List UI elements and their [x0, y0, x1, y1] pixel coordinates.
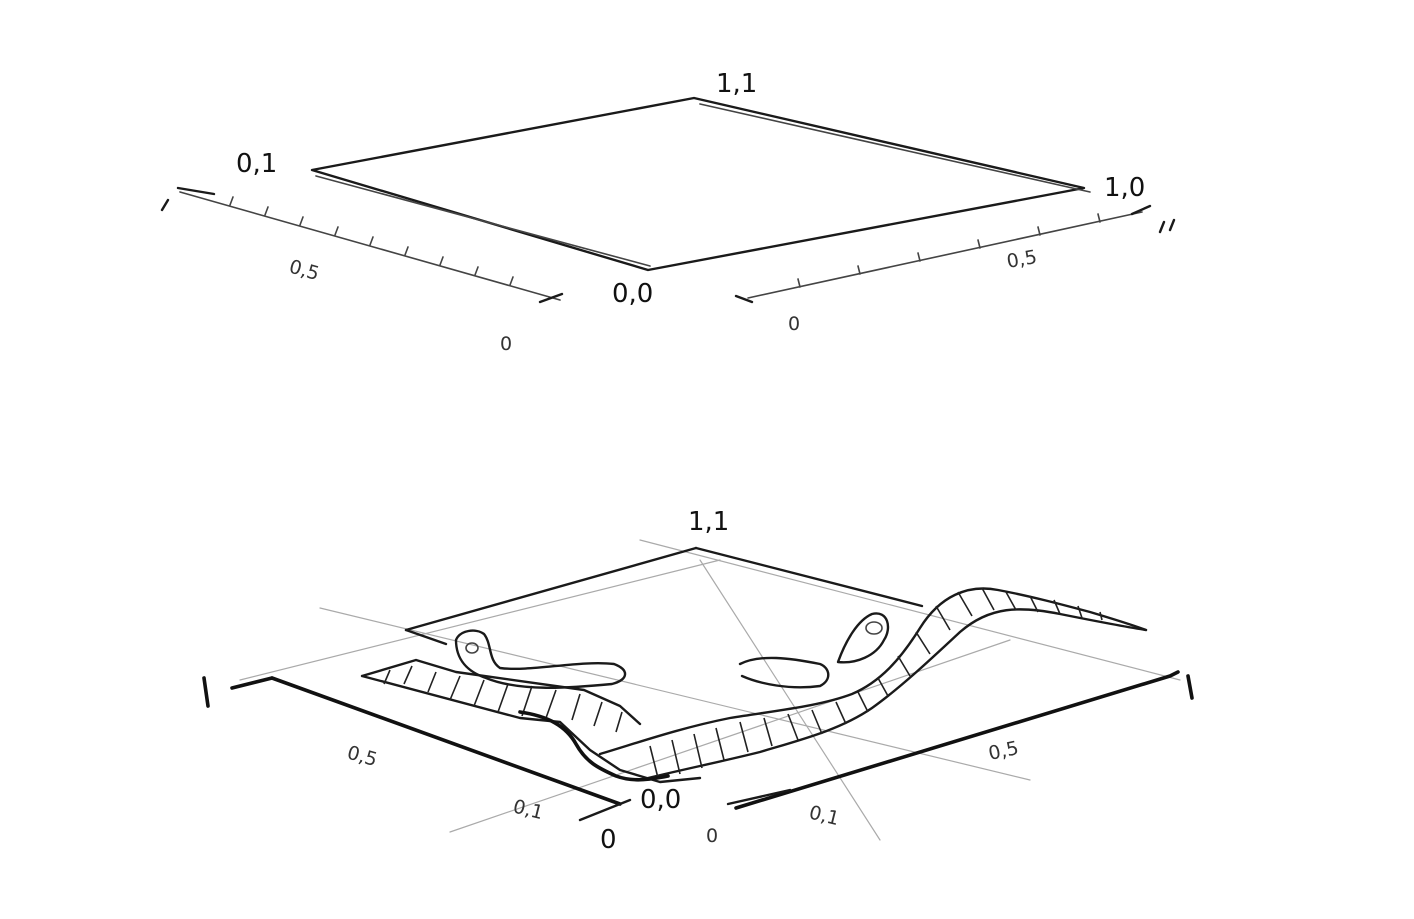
bottom-left-axis-base: [578, 798, 632, 822]
top-left-axis-half-label: 0,5: [287, 256, 322, 285]
right-fin: [836, 612, 890, 664]
flat-square-edge-shadow: [315, 103, 1091, 267]
top-right-axis: [747, 211, 1143, 299]
bottom-right-axis: [734, 670, 1180, 810]
bottom-square-left-edge: [404, 628, 448, 646]
bottom-right-axis-base: [726, 788, 792, 806]
right-fin-base: [738, 656, 830, 689]
bottom-left-axis-cap: [202, 676, 210, 708]
top-right-axis-half-label: 0,5: [1005, 246, 1039, 273]
right-wave-outline: [598, 587, 1148, 756]
left-strip-outline: [360, 658, 702, 784]
bottom-left-tick-label: 0,1: [511, 796, 546, 825]
bottom-corner-1-1: 1,1: [688, 507, 729, 537]
top-corner-1-1: 1,1: [716, 69, 757, 99]
bottom-right-axis-half-label: 0,5: [986, 737, 1020, 765]
bottom-square-back-right: [694, 546, 924, 608]
top-right-axis-ticks: [797, 213, 1101, 288]
flat-square-diagram: 1,1 0,1 1,0 0,0 0,5 0 0,5 0: [160, 69, 1176, 355]
bottom-right-tick-label: 0,1: [807, 802, 842, 831]
bottom-left-axis-half-label: 0,5: [345, 742, 380, 771]
bottom-square-back-left: [404, 546, 698, 632]
top-left-axis-ticks: [229, 196, 514, 286]
right-wave-hatching: [649, 587, 1103, 779]
bottom-right-axis-cap: [1186, 674, 1194, 700]
flat-square-outline: [310, 96, 1086, 272]
deformed-surface-diagram: 1,1 0,5 0,5 0,0 0,1 0,1 0 0: [202, 507, 1194, 855]
top-left-axis: [179, 191, 561, 301]
bottom-construction-lines: [239, 539, 1181, 841]
right-wave-lower: [638, 608, 1148, 782]
top-right-axis-zero-label: 0: [788, 313, 800, 335]
bottom-right-zero-label: 0: [706, 825, 718, 847]
top-left-axis-end: [160, 186, 564, 304]
bottom-left-zero-label: 0: [600, 825, 617, 855]
center-valley-curve: [518, 710, 670, 782]
left-fin: [454, 629, 627, 689]
top-left-axis-zero-label: 0: [500, 333, 512, 355]
left-strip-hatching: [383, 665, 623, 733]
top-corner-0-1: 0,1: [236, 149, 277, 179]
right-fin-hole: [865, 621, 883, 635]
top-corner-1-0: 1,0: [1104, 173, 1145, 203]
left-fin-hole: [465, 642, 479, 654]
bottom-corner-0-0: 0,0: [640, 785, 681, 815]
top-corner-0-0: 0,0: [612, 279, 653, 309]
top-right-axis-end: [734, 204, 1176, 304]
bottom-left-axis: [230, 676, 622, 806]
